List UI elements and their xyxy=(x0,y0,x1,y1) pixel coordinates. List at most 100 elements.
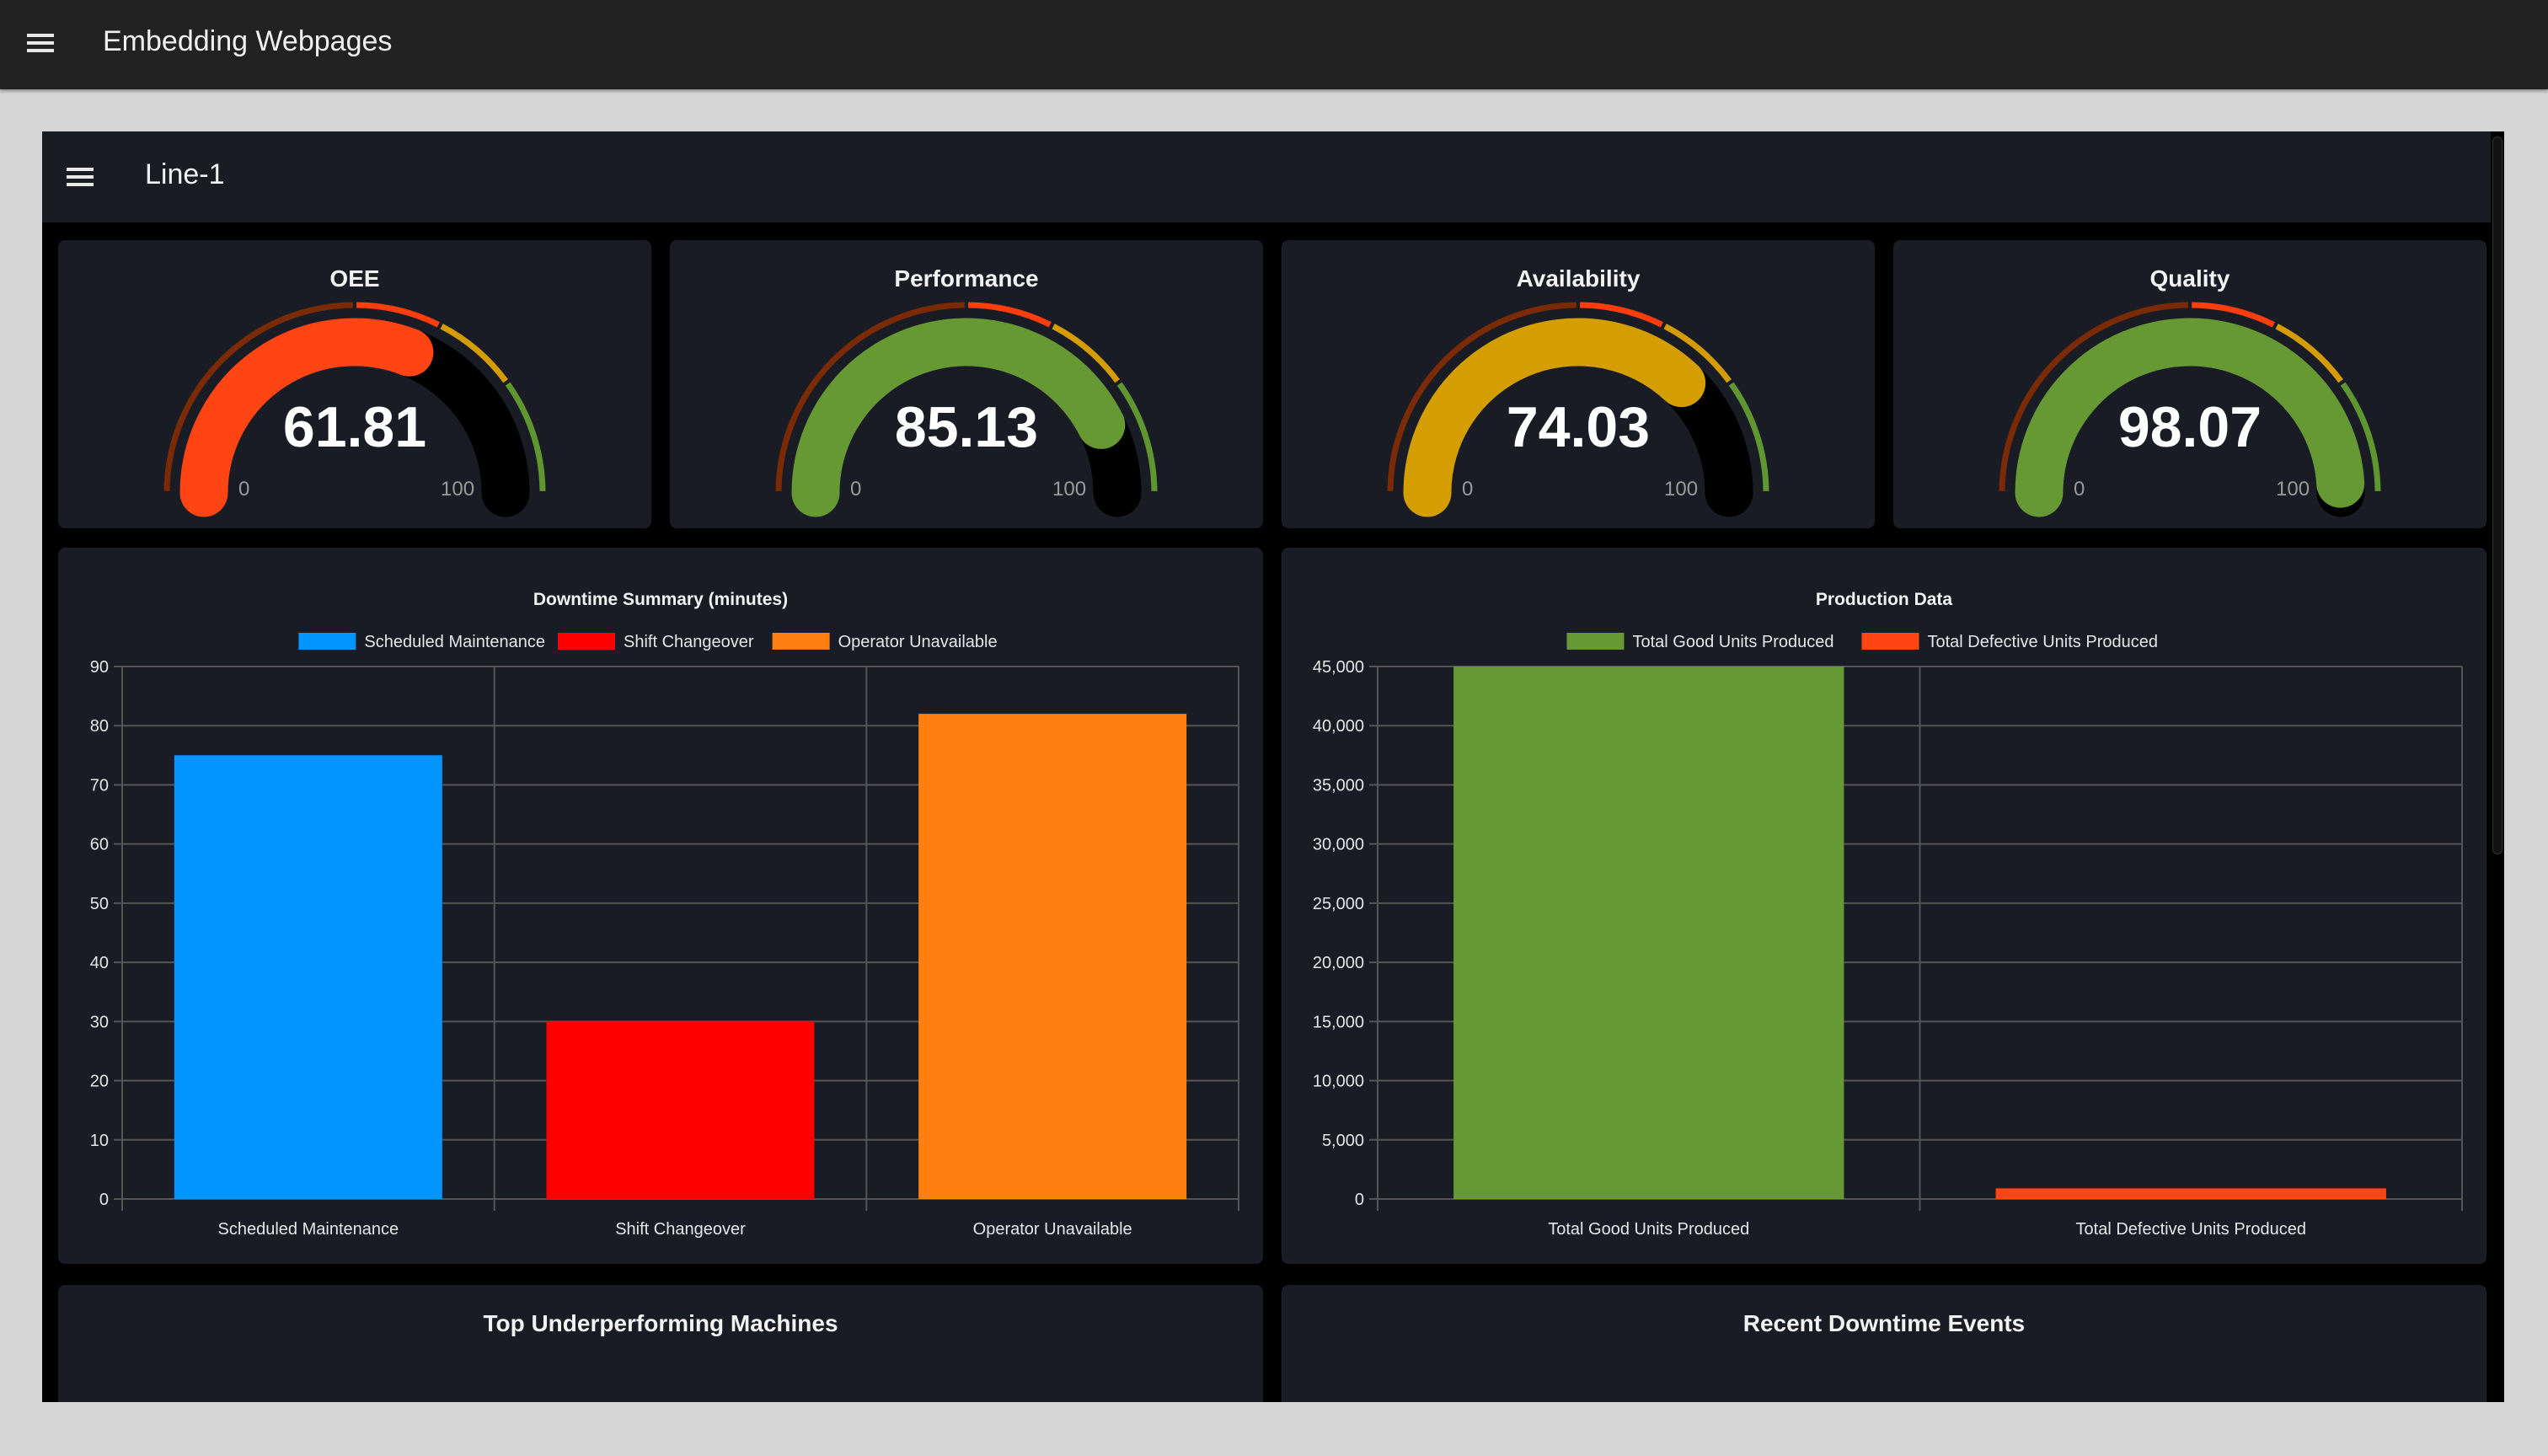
legend-item[interactable]: Scheduled Maintenance xyxy=(298,633,545,651)
bar[interactable] xyxy=(918,714,1187,1199)
chart-title: Production Data xyxy=(1816,590,1952,609)
page-title: Line-1 xyxy=(145,158,225,190)
gauge-band xyxy=(1663,324,1732,383)
page-header: Line-1 xyxy=(42,131,2491,222)
gauge-band xyxy=(968,302,1052,328)
downtime-chart-svg: Downtime Summary (minutes) Scheduled Main… xyxy=(90,590,1239,1239)
y-tick-label: 20 xyxy=(90,1073,109,1091)
legend-label: Total Good Units Produced xyxy=(1633,633,1834,651)
x-tick-label: Shift Changeover xyxy=(615,1220,746,1239)
bar[interactable] xyxy=(1995,1188,2386,1199)
legend-swatch xyxy=(558,633,615,650)
y-tick-label: 30,000 xyxy=(1313,836,1364,854)
gauge-card-performance: Performance 85.13 0 100 xyxy=(670,240,1263,528)
legend-swatch xyxy=(772,633,830,650)
y-tick-label: 90 xyxy=(90,658,109,677)
bar[interactable] xyxy=(546,1021,815,1199)
gauge-min-label: 0 xyxy=(1462,478,1474,500)
y-tick-label: 20,000 xyxy=(1313,954,1364,972)
app-header: Embedding Webpages xyxy=(0,0,2548,89)
gauge-value: 85.13 xyxy=(894,395,1039,459)
top-underperforming-machines-panel: Top Underperforming Machines xyxy=(58,1285,1263,1402)
gauge-min-label: 0 xyxy=(850,478,862,500)
scrollbar[interactable] xyxy=(2492,136,2502,854)
gauge-value: 61.81 xyxy=(282,395,427,459)
gauge-max-label: 100 xyxy=(1052,478,1087,500)
gauge-title: OEE xyxy=(329,265,380,292)
y-tick-label: 25,000 xyxy=(1313,895,1364,913)
legend-label: Operator Unavailable xyxy=(838,633,998,651)
gauge-value: 98.07 xyxy=(2117,395,2262,459)
y-tick-label: 10 xyxy=(90,1132,109,1150)
gauge-band xyxy=(2192,302,2275,328)
gauge-band xyxy=(163,302,353,491)
gauge-fill xyxy=(791,318,1126,517)
gauge-min-label: 0 xyxy=(2074,478,2085,500)
gauge-dial xyxy=(775,302,1158,517)
x-tick-label: Total Good Units Produced xyxy=(1548,1220,1749,1239)
legend-item[interactable]: Operator Unavailable xyxy=(772,633,998,651)
gauge-band xyxy=(1052,324,1120,383)
gauge-band xyxy=(1999,302,2188,491)
legend-swatch xyxy=(1861,633,1919,650)
y-tick-label: 5,000 xyxy=(1322,1132,1364,1150)
y-tick-label: 15,000 xyxy=(1313,1013,1364,1031)
bar[interactable] xyxy=(1453,666,1844,1199)
gauge-dial xyxy=(1387,302,1769,517)
gauge-fill xyxy=(1403,318,1706,517)
downtime-summary-chart: Downtime Summary (minutes) Scheduled Main… xyxy=(58,548,1263,1264)
y-tick-label: 45,000 xyxy=(1313,658,1364,677)
y-tick-label: 40,000 xyxy=(1313,717,1364,736)
legend-label: Total Defective Units Produced xyxy=(1928,633,2158,651)
gauge-band xyxy=(1580,302,1663,328)
panel-title: Top Underperforming Machines xyxy=(483,1310,838,1336)
gauge-band xyxy=(775,302,965,491)
gauge-band xyxy=(1728,382,1769,491)
legend-swatch xyxy=(1566,633,1625,650)
bar[interactable] xyxy=(174,755,442,1199)
gauge-fill xyxy=(179,318,434,517)
gauge-band xyxy=(1116,382,1158,491)
production-chart-svg: Production Data Total Good Units Produced… xyxy=(1313,590,2463,1239)
production-data-chart: Production Data Total Good Units Produced… xyxy=(1282,548,2486,1264)
chart-title: Downtime Summary (minutes) xyxy=(533,590,788,609)
gauge-title: Performance xyxy=(894,265,1039,292)
gauge-value: 74.03 xyxy=(1506,395,1651,459)
gauge-band xyxy=(505,382,546,491)
y-tick-label: 35,000 xyxy=(1313,776,1364,795)
gauge-max-label: 100 xyxy=(441,478,475,500)
gauge-title: Quality xyxy=(2149,265,2230,292)
legend-item[interactable]: Total Defective Units Produced xyxy=(1861,633,2158,651)
y-tick-label: 0 xyxy=(99,1191,109,1209)
y-tick-label: 70 xyxy=(90,776,109,795)
gauge-band xyxy=(2340,382,2381,491)
y-tick-label: 0 xyxy=(1355,1191,1364,1209)
x-tick-label: Scheduled Maintenance xyxy=(218,1220,399,1239)
gauge-title: Availability xyxy=(1516,265,1641,292)
legend-swatch xyxy=(298,633,356,650)
x-tick-label: Total Defective Units Produced xyxy=(2076,1220,2306,1239)
gauge-min-label: 0 xyxy=(238,478,250,500)
y-tick-label: 80 xyxy=(90,717,109,736)
hamburger-icon[interactable] xyxy=(67,168,94,186)
gauge-band xyxy=(356,302,440,328)
legend-item[interactable]: Total Good Units Produced xyxy=(1566,633,1834,651)
y-tick-label: 10,000 xyxy=(1313,1073,1364,1091)
y-tick-label: 30 xyxy=(90,1013,109,1031)
gauge-dial xyxy=(163,302,546,517)
gauge-max-label: 100 xyxy=(2276,478,2310,500)
x-tick-label: Operator Unavailable xyxy=(973,1220,1132,1239)
gauge-card-availability: Availability 74.03 0 100 xyxy=(1282,240,1875,528)
recent-downtime-events-panel: Recent Downtime Events xyxy=(1282,1285,2486,1402)
y-tick-label: 50 xyxy=(90,895,109,913)
gauge-card-oee: OEE 61.81 0 100 xyxy=(58,240,651,528)
legend-label: Shift Changeover xyxy=(624,633,754,651)
panel-title: Recent Downtime Events xyxy=(1742,1310,2026,1336)
gauge-band xyxy=(1387,302,1576,491)
gauge-fill xyxy=(2015,318,2365,517)
gauge-band xyxy=(440,324,508,383)
gauge-card-quality: Quality 98.07 0 100 xyxy=(1893,240,2486,528)
legend-item[interactable]: Shift Changeover xyxy=(558,633,754,651)
hamburger-icon[interactable] xyxy=(27,34,54,52)
dashboard-frame: Line-1 OEE 61.81 0 100 Performance 85.13 … xyxy=(42,131,2504,1402)
